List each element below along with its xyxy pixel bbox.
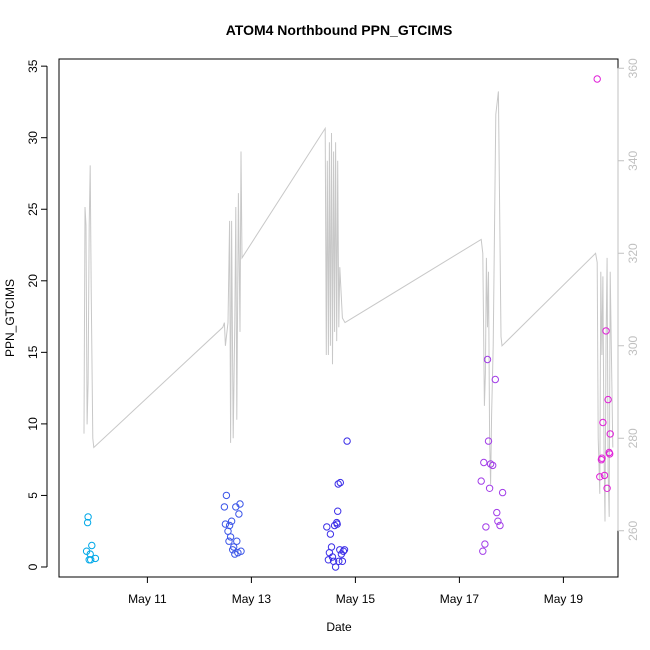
y2-tick-label: 300 [626, 335, 640, 355]
data-point [343, 437, 351, 445]
data-point [494, 517, 502, 525]
data-point [230, 543, 238, 551]
data-point [600, 471, 609, 480]
data-point [604, 395, 612, 404]
data-point [87, 556, 95, 564]
data-point [606, 450, 614, 458]
data-point [593, 75, 601, 83]
x-tick-label: May 13 [232, 592, 272, 606]
left-y-axis: 0 5 10 15 20 25 30 35 [26, 59, 48, 570]
data-point [327, 543, 336, 551]
data-point [334, 507, 342, 515]
x-tick-label: May 19 [544, 592, 584, 606]
data-point [86, 550, 94, 558]
x-tick-label: May 15 [336, 592, 376, 606]
y-tick-label: 10 [26, 417, 40, 431]
y-tick-label: 5 [26, 492, 40, 499]
data-point [482, 523, 490, 531]
data-point [328, 553, 337, 561]
y-tick-label: 15 [26, 345, 40, 359]
y-tick-label: 35 [26, 59, 40, 73]
y-tick-label: 25 [26, 202, 40, 216]
right-y-axis: 260 280 300 320 340 360 [617, 58, 640, 541]
y-tick-label: 20 [26, 274, 40, 288]
y2-tick-label: 280 [626, 428, 640, 448]
data-point [596, 473, 604, 481]
data-point [479, 547, 487, 555]
y2-tick-label: 320 [626, 243, 640, 263]
data-point [340, 546, 349, 554]
data-point [493, 508, 501, 517]
data-point [481, 540, 489, 548]
x-tick-label: May 17 [440, 592, 480, 606]
data-point [484, 437, 493, 445]
data-point [88, 541, 96, 550]
data-point [91, 554, 100, 563]
data-point [480, 458, 488, 467]
data-point [599, 418, 607, 427]
secondary-series-line [83, 91, 614, 522]
data-point [498, 488, 507, 497]
data-point [227, 517, 236, 525]
data-point [83, 518, 92, 527]
data-point [339, 547, 348, 555]
data-point [334, 480, 342, 488]
y2-tick-label: 360 [626, 58, 640, 78]
data-point [333, 520, 341, 528]
y2-tick-label: 340 [626, 150, 640, 170]
data-point [235, 510, 243, 518]
data-point [496, 521, 504, 530]
data-point [222, 491, 231, 500]
y-axis-label: PPN_GTCIMS [3, 279, 17, 357]
data-point [233, 537, 241, 545]
data-point [338, 557, 347, 565]
x-tick-label: May 11 [128, 592, 167, 606]
data-point [331, 563, 340, 571]
data-point [221, 520, 230, 528]
y-tick-label: 0 [26, 563, 40, 570]
data-point [606, 430, 614, 438]
y-tick-label: 30 [26, 131, 40, 145]
data-point [489, 461, 497, 470]
data-point [486, 460, 495, 468]
data-point [485, 484, 494, 492]
data-point [603, 484, 611, 492]
data-point [225, 537, 233, 545]
scatter-points-layer [82, 75, 614, 571]
data-point [491, 375, 499, 384]
data-point [84, 513, 92, 521]
data-point [225, 521, 234, 530]
data-point [598, 454, 606, 462]
y2-tick-label: 260 [626, 520, 640, 540]
data-point [220, 503, 229, 511]
data-point [483, 355, 492, 364]
data-point [335, 557, 343, 565]
data-point [602, 327, 610, 335]
data-point [226, 533, 235, 541]
data-point [236, 500, 244, 508]
x-axis: May 11 May 13 May 15 May 17 May 19 [128, 576, 584, 606]
secondary-series-layer [83, 91, 614, 522]
data-point [336, 546, 344, 554]
data-point [237, 547, 245, 555]
data-point [477, 477, 485, 485]
data-point [326, 530, 335, 538]
data-point [336, 478, 344, 487]
chart-title: ATOM4 Northbound PPN_GTCIMS [226, 22, 453, 38]
x-axis-label: Date [326, 620, 352, 634]
data-point [323, 523, 331, 531]
